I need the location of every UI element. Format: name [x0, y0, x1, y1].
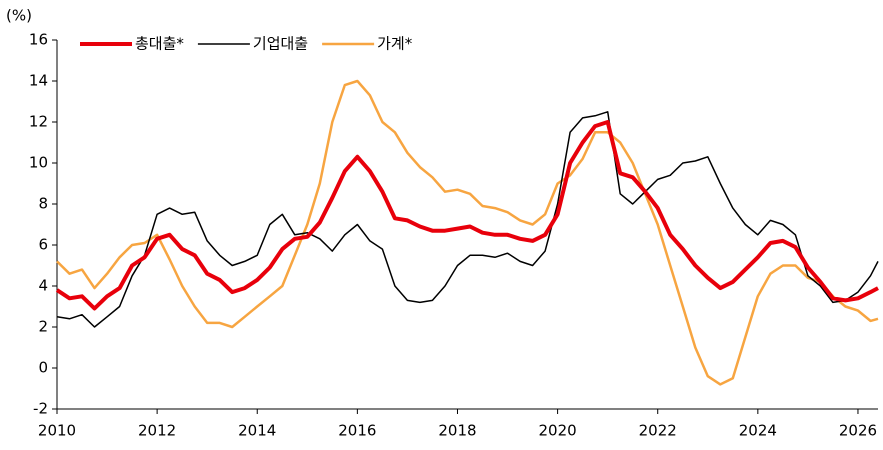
x-tick-label: 2026 — [839, 422, 877, 440]
y-tick-label: 0 — [38, 359, 48, 377]
x-tick-label: 2022 — [639, 422, 677, 440]
x-tick-label: 2014 — [238, 422, 276, 440]
y-tick-label: 2 — [38, 318, 48, 336]
y-tick-label: 14 — [29, 72, 48, 90]
y-tick-label: 6 — [38, 236, 48, 254]
series-line — [55, 120, 879, 311]
x-tick-label: 2012 — [138, 422, 176, 440]
x-tick-label: 2020 — [539, 422, 577, 440]
y-tick-label: 12 — [29, 113, 48, 131]
x-tick-label: 2018 — [438, 422, 476, 440]
legend-label: 가계* — [377, 35, 413, 53]
series-line — [56, 79, 879, 386]
y-axis-label: (%) — [6, 7, 32, 25]
x-tick-label: 2010 — [38, 422, 76, 440]
legend-label: 총대출* — [135, 35, 184, 53]
x-tick-label: 2024 — [739, 422, 777, 440]
y-tick-label: 16 — [29, 31, 48, 49]
y-tick-label: 10 — [29, 154, 48, 172]
x-tick-label: 2016 — [338, 422, 376, 440]
y-tick-label: 4 — [38, 277, 48, 295]
y-tick-label: -2 — [33, 400, 48, 418]
series-line — [56, 111, 879, 328]
legend-label: 기업대출 — [253, 35, 308, 53]
y-tick-label: 8 — [38, 195, 48, 213]
